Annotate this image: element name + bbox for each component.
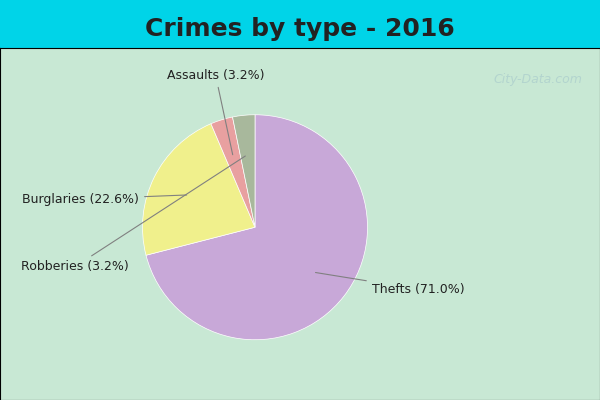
Text: Robberies (3.2%): Robberies (3.2%) <box>21 156 245 273</box>
Text: Crimes by type - 2016: Crimes by type - 2016 <box>145 17 455 41</box>
Text: Burglaries (22.6%): Burglaries (22.6%) <box>22 193 187 206</box>
Wedge shape <box>143 124 255 255</box>
Wedge shape <box>146 115 367 340</box>
Text: Thefts (71.0%): Thefts (71.0%) <box>316 272 464 296</box>
Wedge shape <box>233 115 255 227</box>
Text: Assaults (3.2%): Assaults (3.2%) <box>167 69 265 155</box>
Wedge shape <box>211 117 255 227</box>
Text: City-Data.com: City-Data.com <box>493 73 582 86</box>
